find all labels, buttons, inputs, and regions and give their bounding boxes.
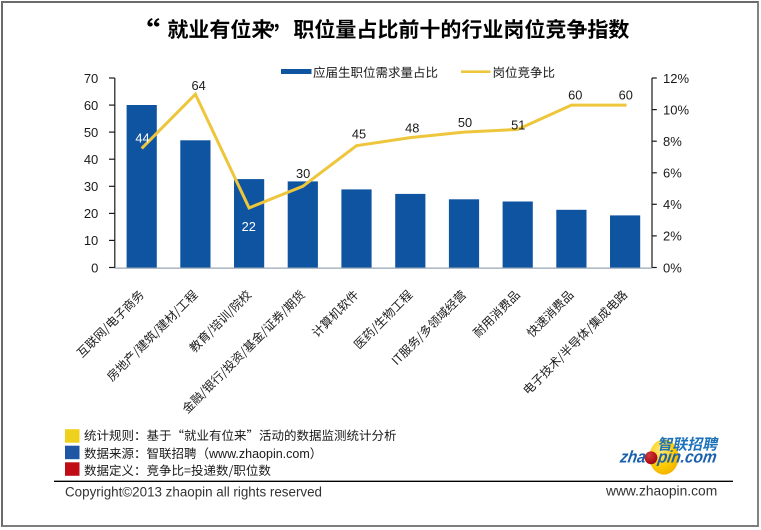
svg-text:计算机软件: 计算机软件	[308, 286, 362, 340]
svg-text:60: 60	[619, 87, 633, 102]
svg-text:64: 64	[191, 78, 205, 93]
svg-text:12%: 12%	[663, 71, 689, 86]
svg-text:2%: 2%	[663, 229, 682, 244]
svg-text:pin.com: pin.com	[656, 448, 719, 467]
svg-text:22: 22	[242, 219, 256, 234]
svg-text:0: 0	[91, 260, 98, 275]
svg-text:数据定义：竞争比=投递数/职位数: 数据定义：竞争比=投递数/职位数	[84, 460, 271, 479]
svg-text:48: 48	[405, 121, 419, 136]
svg-text:岗位竞争比: 岗位竞争比	[493, 62, 556, 81]
svg-text:智联招聘: 智联招聘	[656, 433, 721, 455]
svg-text:6%: 6%	[663, 166, 682, 181]
svg-text:44: 44	[135, 130, 149, 145]
svg-text:60: 60	[84, 98, 98, 113]
svg-text:8%: 8%	[663, 134, 682, 149]
svg-text:40: 40	[84, 152, 98, 167]
svg-text:数据来源：智联招聘（www.zhaopin.com）: 数据来源：智联招聘（www.zhaopin.com）	[84, 443, 322, 462]
svg-text:房地产/建筑/建材/工程: 房地产/建筑/建材/工程	[103, 286, 201, 384]
svg-text:0%: 0%	[663, 260, 682, 275]
svg-text:60: 60	[568, 87, 582, 102]
svg-text:10%: 10%	[663, 102, 689, 117]
svg-text:zha: zha	[618, 448, 647, 467]
svg-text:快速消费品: 快速消费品	[523, 286, 577, 340]
svg-text:30: 30	[84, 179, 98, 194]
svg-text:www.zhaopin.com: www.zhaopin.com	[605, 484, 717, 499]
svg-text:统计规则：基于“就业有位来”活动的数据监测统计分析: 统计规则：基于“就业有位来”活动的数据监测统计分析	[84, 425, 397, 444]
svg-text:电子技术/半导体/集成电路: 电子技术/半导体/集成电路	[519, 286, 631, 398]
svg-text:50: 50	[84, 125, 98, 140]
svg-text:50: 50	[458, 115, 472, 130]
svg-text:耐用消费品: 耐用消费品	[469, 286, 523, 340]
svg-text:4%: 4%	[663, 197, 682, 212]
svg-text:30: 30	[296, 166, 310, 181]
svg-text:20: 20	[84, 206, 98, 221]
svg-text:51: 51	[511, 118, 525, 133]
svg-text:应届生职位需求量占比: 应届生职位需求量占比	[313, 62, 438, 81]
svg-text:Copyright©2013 zhaopin all rig: Copyright©2013 zhaopin all rights reserv…	[65, 484, 322, 499]
svg-text:45: 45	[352, 127, 366, 142]
svg-text:70: 70	[84, 71, 98, 86]
svg-text:10: 10	[84, 233, 98, 248]
